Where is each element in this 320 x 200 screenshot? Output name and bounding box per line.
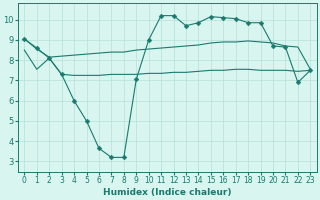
X-axis label: Humidex (Indice chaleur): Humidex (Indice chaleur) [103, 188, 232, 197]
